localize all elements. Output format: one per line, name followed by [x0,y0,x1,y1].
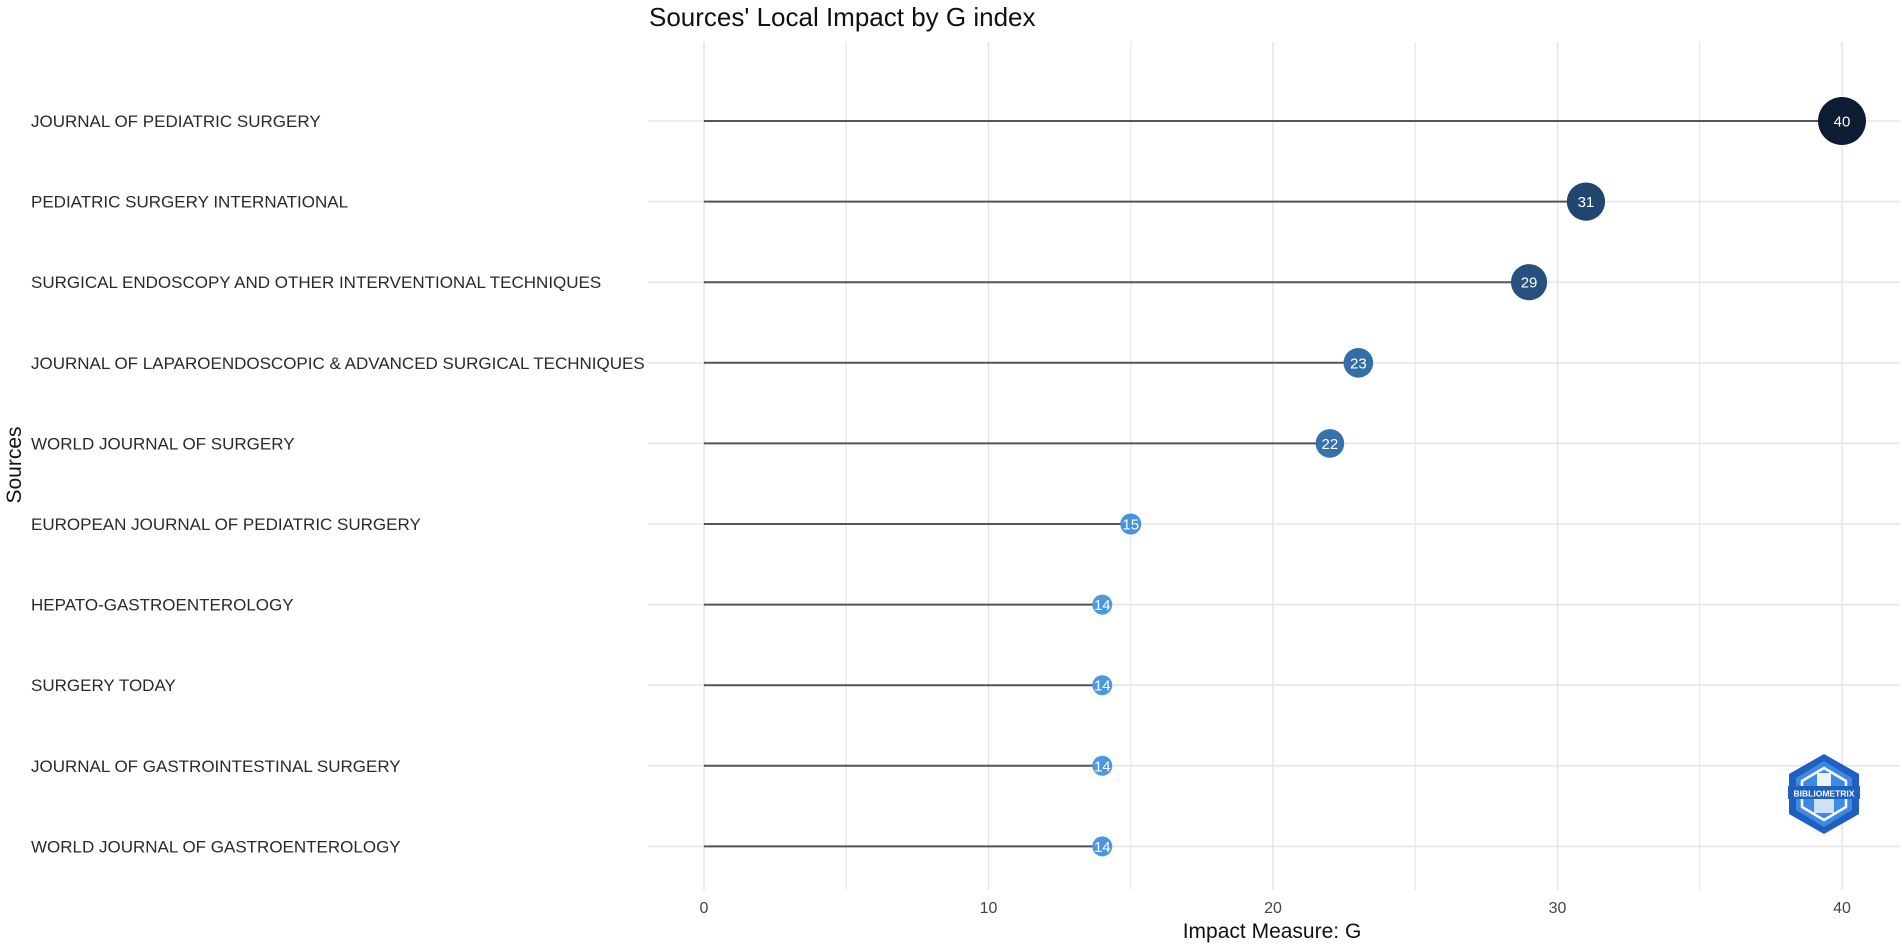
source-label: JOURNAL OF PEDIATRIC SURGERY [31,112,321,131]
x-tick-label: 30 [1549,900,1567,917]
source-label: JOURNAL OF LAPAROENDOSCOPIC & ADVANCED S… [31,354,645,373]
x-axis-title: Impact Measure: G [1183,920,1362,943]
y-axis-title: Sources [3,426,26,503]
source-label: JOURNAL OF GASTROINTESTINAL SURGERY [31,757,401,776]
bibliometrix-logo-icon: BIBLIOMETRIX [1788,754,1860,834]
tick-layer: 0 10 20 30 40 [700,900,1851,917]
x-tick-label: 10 [980,900,998,917]
value-label: 22 [1322,436,1339,453]
source-label: PEDIATRIC SURGERY INTERNATIONAL [31,193,348,212]
value-label: 31 [1578,194,1595,211]
x-tick-label: 0 [700,900,709,917]
source-label: HEPATO-GASTROENTEROLOGY [31,596,294,615]
lollipop-point [1092,594,1113,615]
value-label: 40 [1834,114,1851,131]
value-label: 14 [1094,839,1111,856]
source-label: WORLD JOURNAL OF SURGERY [31,434,295,453]
x-tick-label: 40 [1833,900,1851,917]
value-label: 23 [1350,355,1367,372]
lollipop-point [1120,513,1142,535]
lollipop-point [1343,347,1374,378]
lollipop-point [1315,429,1345,458]
source-label: SURGERY TODAY [31,676,176,695]
lollipop-point [1566,182,1606,221]
source-label: SURGICAL ENDOSCOPY AND OTHER INTERVENTIO… [31,273,601,292]
chart-title: Sources' Local Impact by G index [649,2,1036,32]
value-label: 14 [1094,597,1111,614]
stem-layer [704,120,1842,848]
watermark-text: BIBLIOMETRIX [1794,789,1855,799]
lollipop-point [1510,264,1548,301]
source-label: EUROPEAN JOURNAL OF PEDIATRIC SURGERY [31,515,421,534]
point-layer: 40 31 29 23 22 15 14 14 14 14 [1092,97,1866,857]
value-label: 14 [1094,678,1111,695]
value-label: 15 [1122,517,1139,534]
grid-layer [648,42,1900,890]
value-label: 14 [1094,758,1111,775]
source-label: WORLD JOURNAL OF GASTROENTEROLOGY [31,837,401,856]
lollipop-point [1092,675,1113,696]
lollipop-point [1818,97,1866,145]
label-layer: JOURNAL OF PEDIATRIC SURGERY PEDIATRIC SU… [31,112,645,856]
value-label: 29 [1521,275,1538,292]
lollipop-point [1092,836,1113,857]
lollipop-point [1092,755,1113,776]
x-tick-label: 20 [1264,900,1282,917]
